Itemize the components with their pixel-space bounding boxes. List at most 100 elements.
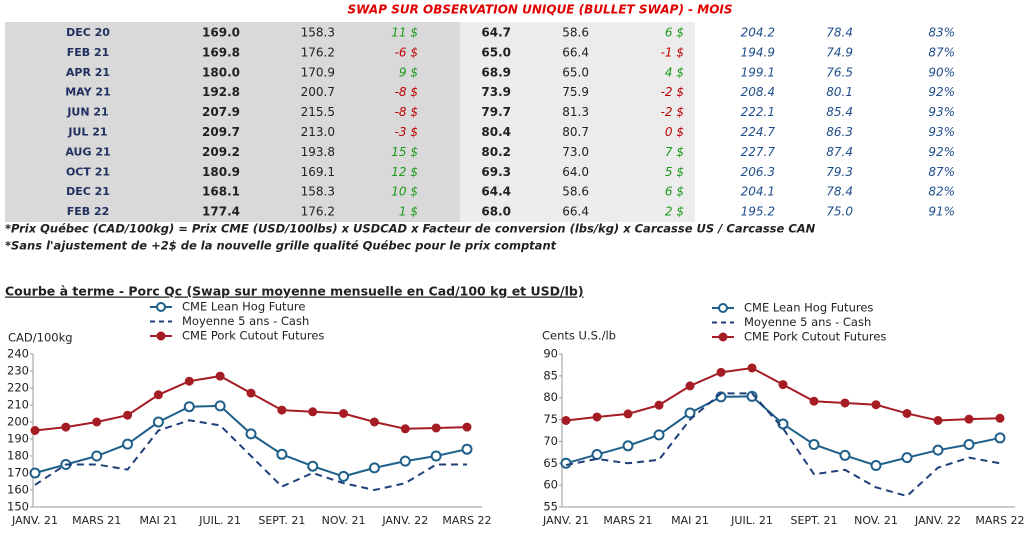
- cell: 200.7: [301, 85, 335, 99]
- legend-label: Moyenne 5 ans - Cash: [744, 315, 871, 329]
- legend-label: CME Pork Cutout Futures: [744, 330, 886, 344]
- point: [808, 438, 820, 450]
- row-label: JUL 21: [67, 126, 107, 139]
- cell: 68.9: [481, 65, 511, 79]
- y-tick-label: 85: [543, 368, 558, 382]
- y-tick-label: 90: [543, 347, 558, 361]
- point: [368, 462, 380, 474]
- cell: 9 $: [399, 65, 418, 79]
- y-tick-label: 160: [7, 483, 29, 497]
- point: [902, 408, 912, 418]
- point: [338, 470, 350, 482]
- cell: 199.1: [741, 65, 775, 79]
- cell: 92%: [928, 85, 955, 99]
- cell: 180.0: [202, 65, 240, 79]
- cell: 90%: [928, 65, 955, 79]
- series-line: [34, 404, 468, 478]
- cell: 80.1: [826, 85, 853, 99]
- note: *Prix Québec (CAD/100kg) = Prix CME (USD…: [5, 222, 816, 236]
- x-tick-label: SEPT. 21: [258, 514, 305, 527]
- point: [92, 417, 102, 427]
- x-tick-label: NOV. 21: [322, 514, 366, 527]
- point: [839, 449, 851, 461]
- cell: 73.9: [481, 85, 511, 99]
- cell: 0 $: [665, 125, 684, 139]
- cell: 85.4: [826, 105, 853, 119]
- point: [153, 390, 163, 400]
- cell: 83%: [928, 26, 955, 40]
- point: [30, 426, 40, 435]
- cell: 58.6: [562, 26, 589, 40]
- legend-label: CME Pork Cutout Futures: [182, 329, 324, 343]
- row-label: APR 21: [66, 66, 110, 79]
- point: [870, 459, 882, 471]
- cell: 87%: [928, 45, 955, 59]
- cell: 87%: [928, 165, 955, 179]
- point: [716, 367, 726, 377]
- table-band: [460, 22, 695, 222]
- x-tick-label: MAI 21: [671, 514, 709, 527]
- y-tick-label: 180: [7, 449, 29, 463]
- cell: 227.7: [741, 145, 776, 159]
- cell: 74.9: [826, 45, 853, 59]
- point: [215, 371, 225, 381]
- row-label: OCT 21: [66, 165, 110, 178]
- x-tick-label: MARS 21: [72, 514, 121, 527]
- cell: 93%: [928, 125, 955, 139]
- row-label: AUG 21: [65, 145, 110, 158]
- cell: 208.4: [741, 85, 775, 99]
- point: [276, 448, 288, 460]
- cell: 204.1: [741, 185, 775, 199]
- cell: -3 $: [395, 125, 418, 139]
- point: [964, 414, 974, 424]
- cell: 80.2: [481, 145, 511, 159]
- cell: 58.6: [562, 185, 589, 199]
- cell: -1 $: [661, 45, 684, 59]
- cell: 5 $: [665, 165, 684, 179]
- cell: 4 $: [665, 65, 684, 79]
- cell: 7 $: [665, 145, 684, 159]
- cell: 64.0: [562, 165, 589, 179]
- point: [623, 409, 633, 419]
- point: [685, 381, 695, 391]
- x-tick-label: JUIL. 21: [730, 514, 773, 527]
- cell: 204.2: [741, 26, 775, 40]
- cell: 66.4: [562, 45, 589, 59]
- point: [245, 428, 257, 440]
- cell: 81.3: [562, 105, 589, 119]
- point: [430, 450, 442, 462]
- cell: 65.0: [562, 65, 589, 79]
- y-tick-label: 75: [543, 412, 558, 426]
- legend-marker: [156, 331, 166, 341]
- y-tick-label: 190: [7, 432, 29, 446]
- point: [123, 410, 133, 420]
- cell: 170.9: [301, 65, 335, 79]
- series-line: [565, 395, 1001, 467]
- cell: 6 $: [665, 26, 684, 40]
- y-tick-label: 70: [543, 434, 558, 448]
- series-line: [34, 419, 467, 492]
- x-tick-label: MAI 21: [140, 514, 178, 527]
- cell: -8 $: [395, 105, 418, 119]
- point: [462, 422, 472, 432]
- cell: 222.1: [741, 105, 775, 119]
- point: [592, 412, 602, 422]
- y-tick-label: 230: [7, 364, 29, 378]
- cell: 68.0: [481, 205, 511, 219]
- x-tick-label: SEPT. 21: [791, 514, 838, 527]
- cell: 194.9: [741, 45, 775, 59]
- point: [560, 457, 572, 469]
- cell: 80.4: [481, 125, 511, 139]
- cell: 206.3: [741, 165, 775, 179]
- x-tick-label: JANV. 22: [381, 514, 428, 527]
- cell: 82%: [928, 185, 955, 199]
- cell: 91%: [928, 205, 955, 219]
- point: [307, 460, 319, 472]
- point: [152, 416, 164, 428]
- cell: 73.0: [562, 145, 589, 159]
- point: [399, 455, 411, 467]
- cell: 78.4: [826, 185, 853, 199]
- y-tick-label: 150: [7, 500, 29, 514]
